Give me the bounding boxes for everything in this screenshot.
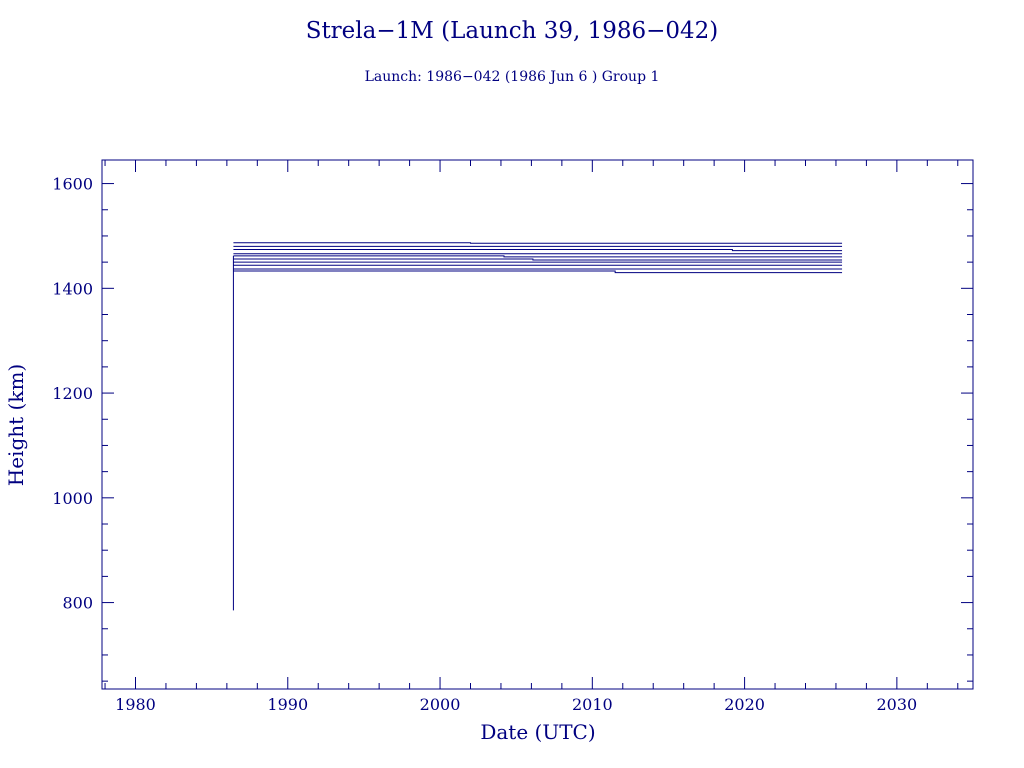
y-tick-labels: 800 1000 1200 1400 1600 [52, 175, 93, 613]
series-line [233, 255, 843, 258]
chart-title: Strela−1M (Launch 39, 1986−042) [306, 18, 719, 44]
y-tick-label: 1000 [52, 489, 93, 508]
series-line [233, 242, 843, 244]
axis-ticks [102, 160, 973, 689]
series-line [233, 258, 843, 261]
x-tick-label: 2010 [572, 695, 613, 714]
x-tick-label: 2030 [877, 695, 918, 714]
x-tick-label: 1980 [115, 695, 156, 714]
y-axis-label: Height (km) [4, 364, 28, 486]
series-line [233, 249, 843, 252]
x-axis-label: Date (UTC) [480, 720, 595, 744]
y-tick-label: 800 [62, 594, 93, 613]
plot-frame [101, 159, 974, 690]
x-tick-labels: 1980 1990 2000 2010 2020 2030 [115, 695, 917, 714]
y-tick-label: 1400 [52, 279, 93, 298]
x-tick-label: 2000 [420, 695, 461, 714]
y-tick-label: 1200 [52, 384, 93, 403]
x-tick-label: 2020 [724, 695, 765, 714]
y-tick-label: 1600 [52, 175, 93, 194]
x-tick-label: 1990 [267, 695, 308, 714]
data-lines [232, 242, 843, 611]
chart-subtitle: Launch: 1986−042 (1986 Jun 6 ) Group 1 [365, 69, 660, 85]
series-line [233, 270, 843, 274]
